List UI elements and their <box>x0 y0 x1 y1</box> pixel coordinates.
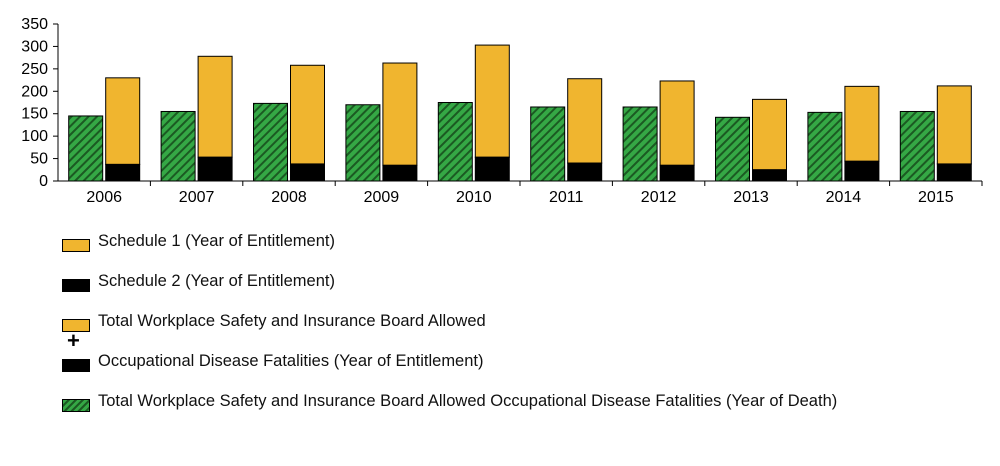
bar-schedule-1 <box>936 85 972 165</box>
bar-year-of-death <box>253 102 288 182</box>
bar-schedule-2 <box>290 163 325 182</box>
bar-year-of-death <box>437 102 473 182</box>
bar-schedule-1 <box>567 78 603 164</box>
bar-year-of-death <box>622 106 658 182</box>
y-tick-label: 150 <box>21 106 48 123</box>
y-tick-label: 100 <box>21 128 48 145</box>
legend-label-year-of-death: Total Workplace Safety and Insurance Boa… <box>98 392 838 410</box>
legend-label-total-allowed: Total Workplace Safety and Insurance Boa… <box>98 312 486 330</box>
legend-item-occupational-disease: Occupational Disease Fatalities (Year of… <box>60 348 980 388</box>
bar-schedule-1 <box>474 44 510 158</box>
x-tick-label: 2006 <box>86 189 122 206</box>
bar-schedule-2 <box>105 163 141 182</box>
bar-schedule-1 <box>197 55 233 158</box>
bar-schedule-1 <box>844 85 880 162</box>
bar-schedule-2 <box>936 163 972 182</box>
legend-label-schedule-1: Schedule 1 (Year of Entitlement) <box>98 232 335 250</box>
legend-swatch-year-of-death <box>62 399 90 412</box>
y-tick-label: 0 <box>39 173 48 190</box>
bar-schedule-1 <box>659 80 695 166</box>
bar-schedule-2 <box>659 164 695 182</box>
bar-schedule-2 <box>197 156 233 182</box>
x-tick-label: 2014 <box>826 189 862 206</box>
legend: Schedule 1 (Year of Entitlement) Schedul… <box>60 228 980 428</box>
bar-year-of-death <box>68 115 104 182</box>
bar-year-of-death <box>530 106 566 182</box>
legend-swatch-schedule-2 <box>62 279 90 292</box>
legend-label-occupational-disease: Occupational Disease Fatalities (Year of… <box>98 352 484 370</box>
legend-label-schedule-2: Schedule 2 (Year of Entitlement) <box>98 272 335 290</box>
x-tick-label: 2010 <box>456 189 492 206</box>
y-tick-label: 50 <box>30 151 48 168</box>
bar-schedule-1 <box>752 98 787 171</box>
bar-schedule-2 <box>567 162 603 182</box>
legend-swatch-total-allowed <box>62 319 90 332</box>
x-tick-label: 2008 <box>271 189 307 206</box>
plus-symbol: + <box>67 328 80 353</box>
bar-schedule-2 <box>844 160 880 182</box>
legend-swatch-schedule-1 <box>62 239 90 252</box>
y-axis: 0 50 100 150 200 250 300 350 <box>21 16 59 190</box>
bars-group <box>68 44 972 182</box>
x-tick-label: 2012 <box>641 189 677 206</box>
bar-year-of-death <box>715 116 750 182</box>
y-tick-label: 300 <box>21 38 48 55</box>
x-tick-label: 2009 <box>364 189 400 206</box>
x-tick-label: 2015 <box>918 189 954 206</box>
bar-schedule-1 <box>290 64 325 165</box>
bar-schedule-2 <box>474 156 510 182</box>
bar-year-of-death <box>899 110 935 182</box>
legend-item-year-of-death: Total Workplace Safety and Insurance Boa… <box>60 388 980 428</box>
bar-year-of-death <box>807 111 843 182</box>
bar-year-of-death <box>160 110 196 182</box>
bar-schedule-2 <box>752 169 787 182</box>
bar-schedule-1 <box>105 77 141 165</box>
y-tick-label: 350 <box>21 16 48 33</box>
legend-item-total-allowed: Total Workplace Safety and Insurance Boa… <box>60 308 980 353</box>
bar-schedule-2 <box>382 164 418 182</box>
y-tick-label: 250 <box>21 61 48 78</box>
y-tick-label: 200 <box>21 83 48 100</box>
x-axis: 2006 2007 2008 2009 2010 2011 2012 2013 2014 2015 <box>58 180 983 206</box>
bar-year-of-death <box>345 104 381 182</box>
legend-item-schedule-2: Schedule 2 (Year of Entitlement) <box>60 268 980 308</box>
x-tick-label: 2013 <box>733 189 769 206</box>
bar-schedule-1 <box>382 62 418 166</box>
legend-item-schedule-1: Schedule 1 (Year of Entitlement) <box>60 228 980 268</box>
x-tick-label: 2011 <box>549 189 584 206</box>
legend-swatch-occupational-disease <box>62 359 90 372</box>
x-tick-label: 2007 <box>179 189 215 206</box>
